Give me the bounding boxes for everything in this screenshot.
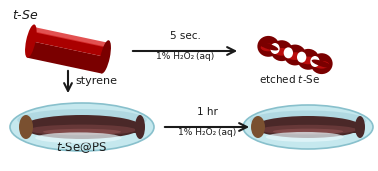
Ellipse shape — [311, 60, 332, 68]
Polygon shape — [254, 127, 362, 133]
Ellipse shape — [297, 49, 319, 70]
Polygon shape — [33, 27, 108, 48]
Ellipse shape — [274, 48, 290, 56]
Ellipse shape — [243, 105, 373, 149]
Ellipse shape — [17, 109, 147, 131]
Ellipse shape — [259, 125, 356, 135]
Ellipse shape — [297, 52, 306, 63]
Ellipse shape — [251, 116, 265, 138]
Text: 1 hr: 1 hr — [197, 107, 217, 117]
Polygon shape — [22, 127, 142, 133]
Ellipse shape — [22, 115, 142, 139]
Ellipse shape — [314, 61, 329, 69]
Text: styrene: styrene — [75, 76, 117, 86]
Ellipse shape — [99, 40, 111, 74]
Ellipse shape — [310, 56, 320, 67]
Ellipse shape — [19, 115, 33, 139]
Ellipse shape — [311, 53, 333, 74]
Ellipse shape — [43, 129, 121, 135]
Ellipse shape — [287, 52, 303, 60]
Text: etched $t$-Se: etched $t$-Se — [259, 73, 321, 85]
Ellipse shape — [296, 52, 308, 62]
Ellipse shape — [257, 36, 279, 57]
Polygon shape — [31, 31, 107, 57]
Text: $t$-Se@PS: $t$-Se@PS — [56, 140, 108, 155]
Ellipse shape — [284, 45, 306, 65]
Ellipse shape — [309, 56, 321, 67]
Ellipse shape — [301, 57, 316, 64]
Ellipse shape — [271, 40, 293, 61]
Ellipse shape — [249, 110, 367, 130]
Ellipse shape — [261, 44, 276, 51]
Ellipse shape — [355, 116, 365, 138]
Ellipse shape — [28, 125, 136, 135]
Ellipse shape — [254, 116, 362, 138]
Ellipse shape — [282, 48, 294, 58]
Ellipse shape — [269, 43, 281, 54]
Text: 1% H₂O₂ (aq): 1% H₂O₂ (aq) — [178, 128, 236, 137]
Polygon shape — [27, 41, 105, 74]
Ellipse shape — [25, 24, 37, 58]
Ellipse shape — [284, 47, 293, 58]
Ellipse shape — [135, 115, 145, 139]
Ellipse shape — [10, 103, 154, 151]
Text: 5 sec.: 5 sec. — [170, 31, 200, 41]
Ellipse shape — [266, 132, 344, 142]
Ellipse shape — [273, 129, 343, 134]
Text: 1% H₂O₂ (aq): 1% H₂O₂ (aq) — [156, 52, 214, 61]
Ellipse shape — [35, 132, 122, 143]
Text: $t$-Se: $t$-Se — [12, 9, 39, 22]
Ellipse shape — [259, 42, 278, 50]
Ellipse shape — [270, 43, 280, 54]
